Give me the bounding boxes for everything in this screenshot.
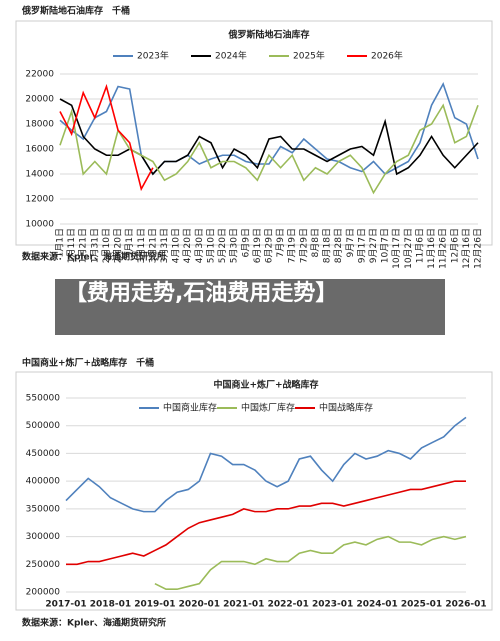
legend-label: 2025年 xyxy=(293,50,325,62)
x-tick-label: 1月11日 xyxy=(66,228,77,263)
x-tick-label: 12月16日 xyxy=(461,228,472,269)
x-tick-label: 1月1日 xyxy=(55,228,66,257)
banner-text: 【费用走势,石油费用走势】 xyxy=(65,281,338,306)
x-tick-label: 10月27日 xyxy=(403,228,414,269)
x-tick-label: 2017-01 xyxy=(45,600,86,610)
x-tick-label: 4月20日 xyxy=(182,228,193,263)
series-line xyxy=(59,82,479,176)
source: 数据来源：Kpler、海通期货研究所 xyxy=(22,617,166,629)
x-tick-label: 10月7日 xyxy=(380,228,391,263)
y-tick-label: 200000 xyxy=(26,588,61,598)
x-tick-label: 11月26日 xyxy=(438,228,449,269)
y-tick-label: 450000 xyxy=(26,449,61,459)
y-tick-label: 18000 xyxy=(25,120,54,130)
caption: 中国商业+炼厂+战略库存 千桶 xyxy=(22,357,154,369)
y-tick-label: 14000 xyxy=(25,170,54,180)
x-tick-label: 3月31日 xyxy=(159,228,170,263)
x-tick-label: 5月30日 xyxy=(229,228,240,263)
x-tick-label: 12月26日 xyxy=(473,228,484,269)
y-tick-label: 500000 xyxy=(26,421,61,431)
legend-label: 中国商业库存 xyxy=(163,402,217,414)
y-tick-label: 300000 xyxy=(26,532,61,542)
y-tick-label: 16000 xyxy=(25,145,54,155)
x-tick-label: 7月19日 xyxy=(287,228,298,263)
x-tick-label: 2020-01 xyxy=(179,600,220,610)
legend-label: 2024年 xyxy=(215,50,247,62)
chart-title: 中国商业+炼厂+战略库存 xyxy=(213,379,318,391)
source: 数据来源：Kpler、海通期货研究所 xyxy=(22,251,166,263)
x-tick-label: 2022-01 xyxy=(268,600,309,610)
x-tick-label: 2025-01 xyxy=(401,600,442,610)
y-tick-label: 12000 xyxy=(25,195,54,205)
legend-label: 中国炼厂库存 xyxy=(241,402,295,414)
legend-label: 2023年 xyxy=(137,50,169,62)
y-tick-label: 550000 xyxy=(26,394,61,404)
x-tick-label: 9月7日 xyxy=(345,228,356,257)
series-line xyxy=(59,83,154,192)
y-tick-label: 22000 xyxy=(25,70,54,80)
x-tick-label: 11月6日 xyxy=(414,228,425,263)
series-line xyxy=(66,480,466,566)
x-tick-label: 9月17日 xyxy=(356,228,367,263)
x-tick-label: 1月21日 xyxy=(78,228,89,263)
chart-frame xyxy=(15,20,493,246)
series-line xyxy=(154,535,467,591)
legend-label: 中国战略库存 xyxy=(319,402,373,414)
series-line xyxy=(59,103,479,195)
x-tick-label: 10月17日 xyxy=(391,228,402,269)
x-tick-label: 2月20日 xyxy=(113,228,124,263)
x-tick-label: 3月21日 xyxy=(147,228,158,263)
x-tick-label: 4月10日 xyxy=(171,228,182,263)
caption: 俄罗斯陆地石油库存 千桶 xyxy=(21,5,130,17)
x-tick-label: 3月1日 xyxy=(124,228,135,257)
y-tick-label: 20000 xyxy=(25,95,54,105)
x-tick-label: 1月31日 xyxy=(89,228,100,263)
y-tick-label: 10000 xyxy=(25,220,54,230)
chart-frame xyxy=(15,371,493,611)
x-tick-label: 5月10日 xyxy=(205,228,216,263)
chart-title: 俄罗斯陆地石油库存 xyxy=(227,29,309,41)
x-tick-label: 5月20日 xyxy=(217,228,228,263)
x-tick-label: 2月10日 xyxy=(101,228,112,263)
x-tick-label: 2021-01 xyxy=(223,600,264,610)
x-tick-label: 2019-01 xyxy=(134,600,175,610)
x-tick-label: 6月29日 xyxy=(264,228,275,263)
y-tick-label: 400000 xyxy=(26,477,61,487)
x-tick-label: 6月9日 xyxy=(240,228,251,257)
x-tick-label: 2018-01 xyxy=(90,600,131,610)
x-tick-label: 2026-01 xyxy=(445,600,486,610)
x-tick-label: 7月9日 xyxy=(275,228,286,257)
x-tick-label: 3月11日 xyxy=(136,228,147,263)
x-tick-label: 2024-01 xyxy=(356,600,397,610)
x-tick-label: 8月18日 xyxy=(322,228,333,263)
series-line xyxy=(65,416,467,513)
legend-label: 2026年 xyxy=(371,50,403,62)
x-tick-label: 11月16日 xyxy=(426,228,437,269)
x-tick-label: 7月29日 xyxy=(298,228,309,263)
x-tick-label: 4月30日 xyxy=(194,228,205,263)
y-tick-label: 350000 xyxy=(26,504,61,514)
x-tick-label: 2023-01 xyxy=(312,600,353,610)
x-tick-label: 8月28日 xyxy=(333,228,344,263)
x-tick-label: 12月6日 xyxy=(449,228,460,263)
x-tick-label: 6月19日 xyxy=(252,228,263,263)
banner: 【费用走势,石油费用走势】 xyxy=(55,279,445,335)
x-tick-label: 9月27日 xyxy=(368,228,379,263)
x-tick-label: 8月8日 xyxy=(310,228,321,257)
y-tick-label: 250000 xyxy=(26,560,61,570)
